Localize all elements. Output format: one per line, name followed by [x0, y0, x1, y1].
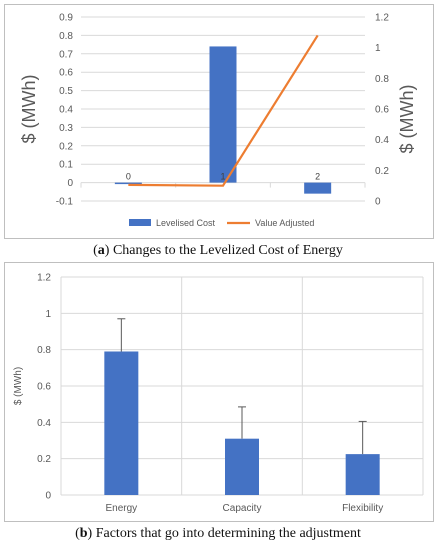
y-tick-label-a: 0.4: [59, 105, 73, 116]
y2-tick-label-a: 1: [375, 43, 381, 54]
caption-b-letter: b: [79, 526, 88, 541]
y-tick-label-a: 0: [67, 178, 73, 189]
chart-a-frame: -0.1 0 0.1 0.2 0.3 0.4 0.5 0.6 0.7 0.8 0.9 0 0.2 0.4 0…: [4, 4, 434, 239]
bar-b-energy: [104, 351, 139, 495]
category-label-b: Flexibility: [342, 503, 383, 514]
legend-label-value-adjusted: Value Adjusted: [255, 218, 314, 228]
bar-a-2: [304, 182, 332, 194]
category-label-a: 2: [315, 172, 320, 182]
y-tick-label-a: 0.6: [59, 68, 73, 79]
y2-tick-label-a: 1.2: [375, 13, 389, 24]
legend-label-levelised-cost: Levelised Cost: [156, 218, 216, 228]
caption-a: (a) Changes to the Levelized Cost of Ene…: [93, 243, 343, 258]
caption-b-text: Factors that go into determining the adj…: [92, 526, 361, 541]
chart-a: -0.1 0 0.1 0.2 0.3 0.4 0.5 0.6 0.7 0.8 0.9 0 0.2 0.4 0…: [19, 13, 417, 229]
y-tick-label-b: 0.6: [37, 382, 51, 393]
y-tick-label-a: -0.1: [56, 197, 74, 208]
chart-b-frame: 0 0.2 0.4 0.6 0.8 1 1.2 $ (MWh) Energy Capacity Fl…: [4, 262, 434, 522]
y-tick-label-a: 0.8: [59, 31, 73, 42]
series-line-value-adjusted: [128, 34, 319, 187]
category-label-a: 0: [126, 172, 131, 182]
y-tick-label-b: 0: [45, 491, 51, 502]
bar-b-capacity: [225, 438, 259, 495]
y-axis-title-b: $ (MWh): [13, 367, 24, 405]
y2-tick-label-a: 0.2: [375, 166, 389, 177]
caption-a-text: Changes to the Levelized Cost of Energy: [109, 243, 343, 258]
bar-a-0: [114, 182, 142, 185]
y2-tick-label-a: 0.6: [375, 105, 389, 116]
y-tick-label-b: 1: [45, 309, 51, 320]
y-tick-label-a: 0.9: [59, 13, 73, 24]
y2-tick-label-a: 0.4: [375, 135, 389, 146]
category-label-b: Capacity: [223, 503, 262, 514]
y-axis-title-a: $ (MWh): [19, 75, 39, 144]
y-tick-label-a: 0.7: [59, 49, 73, 60]
y2-axis-title-a: $ (MWh): [397, 85, 417, 154]
y-tick-label-b: 0.2: [37, 454, 51, 465]
y2-tick-label-a: 0: [375, 197, 381, 208]
category-label-a: 1: [220, 172, 225, 182]
y-tick-label-b: 0.8: [37, 345, 51, 356]
y-tick-label-a: 0.1: [59, 160, 73, 171]
caption-a-letter: a: [97, 243, 105, 258]
y-tick-label-a: 0.3: [59, 123, 73, 134]
caption-b: (b) Factors that go into determining the…: [75, 526, 361, 541]
y-tick-label-a: 0.2: [59, 141, 73, 152]
bar-b-flexibility: [345, 454, 380, 495]
y-tick-label-a: 0.5: [59, 86, 73, 97]
category-label-b: Energy: [105, 503, 137, 514]
bar-a-1: [209, 46, 237, 183]
y2-tick-label-a: 0.8: [375, 74, 389, 85]
y-tick-label-b: 0.4: [37, 418, 51, 429]
legend-swatch-levelised-cost: [129, 219, 151, 226]
y-tick-label-b: 1.2: [37, 273, 51, 284]
chart-b: 0 0.2 0.4 0.6 0.8 1 1.2 $ (MWh) Energy Capacity Fl…: [13, 273, 424, 514]
